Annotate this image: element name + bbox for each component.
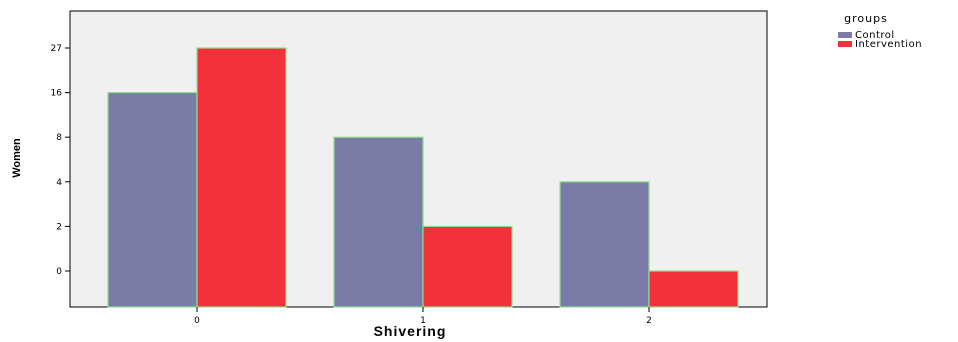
legend-title: groups [844,12,888,25]
bar-intervention-0 [196,47,287,308]
bar-control-2 [559,181,650,308]
legend-label-intervention: Intervention [855,39,922,50]
y-tick-label: 16 [51,89,63,99]
x-axis-title: Shivering [374,323,447,339]
x-tick-label: 2 [646,316,652,326]
legend: groups Control Intervention [838,12,922,50]
y-tick-label: 2 [56,222,62,232]
y-tick-label: 0 [56,267,62,277]
bar-intervention-2 [648,270,739,308]
y-axis-title: Women [11,138,23,178]
legend-swatch-intervention [838,41,852,47]
bar-control-1 [333,136,424,308]
legend-label-control: Control [855,30,895,41]
x-tick-label: 0 [194,316,200,326]
x-tick-label: 1 [420,316,426,326]
bar-control-0 [107,91,198,308]
bar-intervention-1 [422,225,513,308]
y-tick-label: 27 [51,44,62,54]
y-tick-label: 4 [56,178,62,188]
legend-swatch-control [838,32,852,38]
y-tick-label: 8 [56,133,62,143]
